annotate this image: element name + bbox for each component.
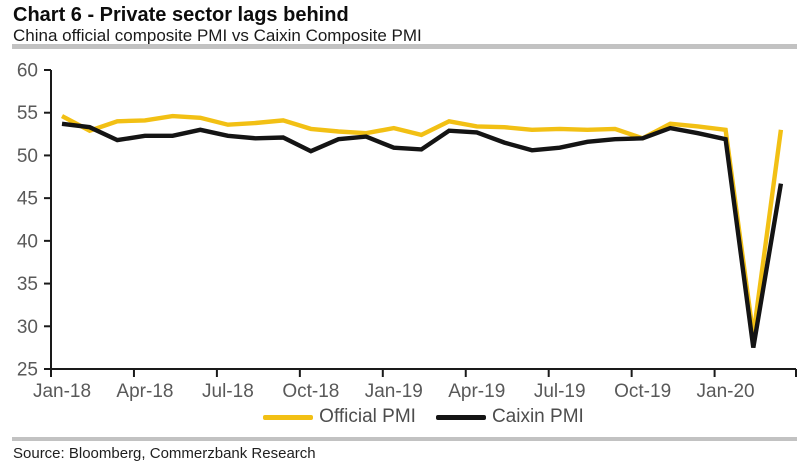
y-tick-label: 45: [17, 189, 38, 210]
top-divider: [12, 44, 797, 49]
y-tick-label: 30: [17, 317, 38, 338]
x-tick-label: Apr-18: [116, 381, 173, 402]
x-tick-label: Jul-18: [202, 381, 254, 402]
y-tick-label: 40: [17, 231, 38, 252]
y-tick-label: 25: [17, 360, 38, 381]
chart-legend: Official PMI Caixin PMI: [51, 406, 796, 428]
y-tick-label: 55: [17, 103, 38, 124]
x-tick-label: Jan-20: [697, 381, 755, 402]
source-note: Source: Bloomberg, Commerzbank Research: [13, 445, 316, 462]
x-tick-label: Oct-19: [614, 381, 671, 402]
bottom-divider: [12, 437, 797, 441]
legend-label-official: Official PMI: [319, 406, 416, 427]
chart-subtitle: China official composite PMI vs Caixin C…: [13, 26, 422, 45]
y-tick-label: 35: [17, 274, 38, 295]
series-line-official-pmi: [60, 113, 784, 336]
x-tick-label: Jul-19: [534, 381, 586, 402]
x-tick-label: Jan-19: [365, 381, 423, 402]
legend-line-caixin-swatch: [435, 414, 486, 420]
legend-item-official-pmi: Official PMI: [263, 406, 416, 428]
legend-item-caixin-pmi: Caixin PMI: [435, 406, 584, 428]
legend-label-caixin: Caixin PMI: [491, 406, 584, 427]
legend-line-official-swatch: [263, 414, 314, 420]
y-tick-label: 50: [17, 146, 38, 167]
chart-title: Chart 6 - Private sector lags behind: [13, 4, 349, 26]
y-tick-label: 60: [17, 61, 38, 82]
x-tick-label: Oct-18: [282, 381, 339, 402]
series-line-caixin-pmi: [61, 121, 784, 348]
x-tick-label: Jan-18: [33, 381, 91, 402]
x-tick-label: Apr-19: [448, 381, 505, 402]
